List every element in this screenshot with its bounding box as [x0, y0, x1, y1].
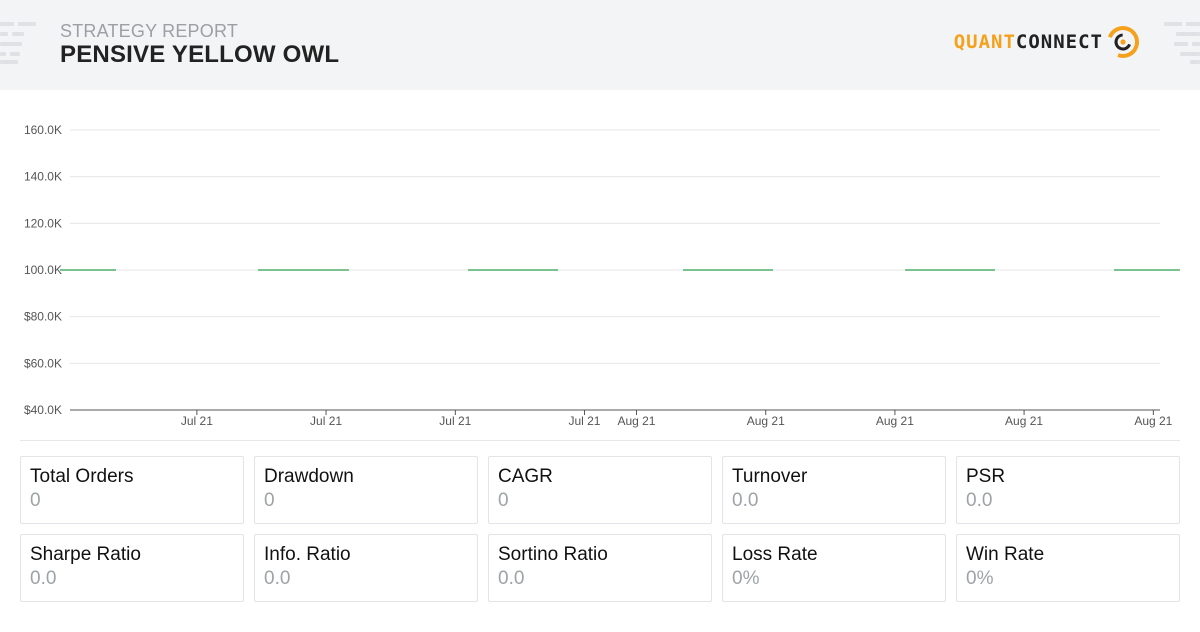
stat-card: Win Rate 0% [956, 534, 1180, 602]
stat-card: Info. Ratio 0.0 [254, 534, 478, 602]
stat-value: 0.0 [264, 568, 291, 589]
stat-label: Info. Ratio [264, 544, 351, 565]
stat-label: Total Orders [30, 466, 134, 487]
stat-label: Drawdown [264, 466, 354, 487]
stat-label: Sortino Ratio [498, 544, 608, 565]
logo-word-quant: QUANT [953, 31, 1016, 53]
stat-card: Total Orders 0 [20, 456, 244, 524]
x-tick-label: Jul 21 [568, 414, 600, 428]
stat-label: Turnover [732, 466, 808, 487]
stat-card: Drawdown 0 [254, 456, 478, 524]
y-tick-label: $60.0K [24, 356, 62, 370]
x-tick-label: Aug 21 [1134, 414, 1172, 428]
stat-value: 0.0 [732, 490, 759, 511]
header-decoration-left [0, 22, 40, 66]
stat-label: PSR [966, 466, 1006, 487]
logo-mark-icon [1107, 26, 1139, 58]
y-tick-label: 160.0K [24, 123, 62, 137]
y-tick-label: 120.0K [24, 216, 62, 230]
chart-divider [20, 440, 1180, 441]
x-tick-label: Aug 21 [617, 414, 655, 428]
statistics-grid: Total Orders 0 Drawdown 0 CAGR 0 Turnover 0.0 PS… [20, 456, 1180, 602]
stat-value: 0 [498, 490, 509, 511]
stat-card: Sortino Ratio 0.0 [488, 534, 712, 602]
report-type-label: STRATEGY REPORT [60, 21, 239, 41]
stat-card: CAGR 0 [488, 456, 712, 524]
y-tick-label: 100.0K [24, 263, 62, 277]
equity-chart: 160.0K 140.0K 120.0K 100.0K $80.0K $60.0K $40.… [0, 90, 1200, 440]
y-tick-label: 140.0K [24, 170, 62, 184]
stat-value: 0 [30, 490, 41, 511]
x-tick-label: Aug 21 [747, 414, 785, 428]
y-tick-label: $40.0K [24, 403, 62, 417]
stat-label: CAGR [498, 466, 553, 487]
stat-label: Win Rate [966, 544, 1045, 565]
stat-value: 0 [264, 490, 275, 511]
report-header: STRATEGY REPORT PENSIVE YELLOW OWL QUANT… [0, 0, 1200, 90]
equity-chart-svg: 160.0K 140.0K 120.0K 100.0K $80.0K $60.0K $40.… [24, 123, 1180, 428]
x-tick-label: Aug 21 [1005, 414, 1043, 428]
y-tick-label: $80.0K [24, 310, 62, 324]
x-tick-label: Jul 21 [310, 414, 342, 428]
logo-word-connect: CONNECT [1015, 31, 1103, 53]
header-decoration-right [1160, 22, 1200, 66]
strategy-name-title: PENSIVE YELLOW OWL [60, 41, 340, 68]
stat-card: Sharpe Ratio 0.0 [20, 534, 244, 602]
stat-card: PSR 0.0 [956, 456, 1180, 524]
stat-value: 0.0 [966, 490, 993, 511]
stat-card: Turnover 0.0 [722, 456, 946, 524]
x-tick-label: Aug 21 [876, 414, 914, 428]
stat-value: 0% [966, 568, 994, 589]
quantconnect-logo[interactable]: QUANT CONNECT [954, 24, 1140, 60]
stat-label: Sharpe Ratio [30, 544, 141, 565]
stat-value: 0.0 [30, 568, 57, 589]
x-tick-label: Jul 21 [181, 414, 213, 428]
stat-label: Loss Rate [732, 544, 818, 565]
stat-card: Loss Rate 0% [722, 534, 946, 602]
stat-value: 0% [732, 568, 760, 589]
stat-value: 0.0 [498, 568, 525, 589]
x-tick-label: Jul 21 [439, 414, 471, 428]
